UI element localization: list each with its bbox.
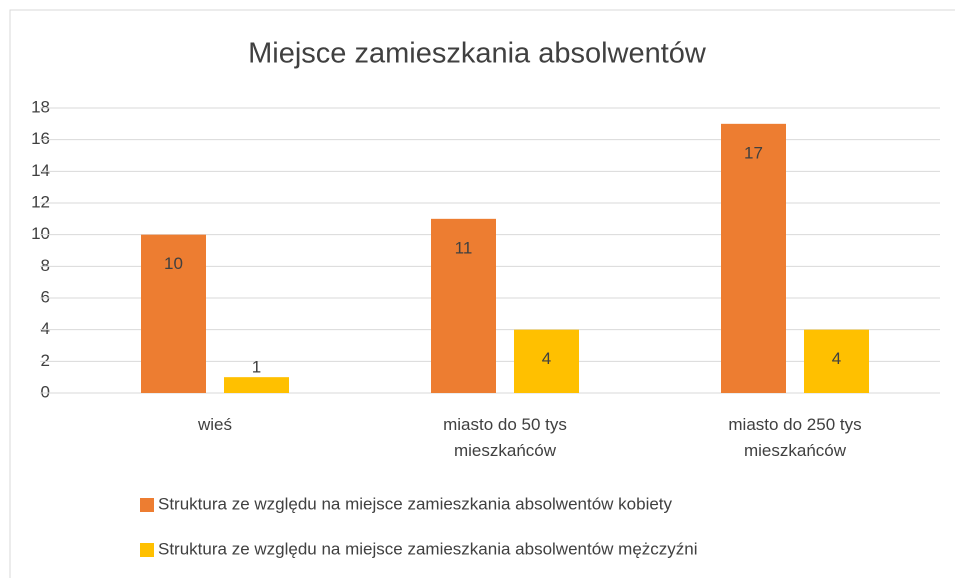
y-tick-label: 4: [41, 319, 50, 338]
data-label: 4: [832, 349, 841, 368]
bar: [224, 377, 289, 393]
legend-swatch: [140, 543, 154, 557]
data-label: 4: [542, 349, 551, 368]
legend-label: Struktura ze względu na miejsce zamieszk…: [158, 539, 698, 558]
data-label: 11: [455, 238, 473, 257]
x-tick-label: miasto do 250 tys mieszkańców: [728, 415, 862, 460]
y-tick-label: 6: [41, 287, 50, 306]
data-label: 1: [252, 358, 261, 377]
y-tick-label: 2: [41, 351, 50, 370]
x-tick-label: wieś: [197, 415, 232, 434]
x-tick-label: miasto do 50 tys mieszkańców: [443, 415, 567, 460]
y-tick-label: 8: [41, 256, 50, 275]
y-tick-label: 12: [31, 192, 50, 211]
chart-border: [9, 9, 955, 578]
y-tick-label: 14: [31, 161, 50, 180]
bar: [721, 123, 786, 393]
data-label: 17: [744, 143, 763, 162]
y-tick-label: 0: [41, 382, 50, 401]
y-tick-label: 10: [31, 224, 50, 243]
legend-label: Struktura ze względu na miejsce zamieszk…: [158, 494, 673, 513]
y-tick-label: 16: [31, 129, 50, 148]
bar: [431, 218, 496, 393]
bar: [514, 329, 579, 393]
data-label: 10: [164, 254, 183, 273]
legend-swatch: [140, 498, 154, 512]
bar: [804, 329, 869, 393]
y-tick-label: 18: [31, 97, 50, 116]
chart-title: Miejsce zamieszkania absolwentów: [248, 38, 707, 70]
bar: [141, 234, 206, 393]
